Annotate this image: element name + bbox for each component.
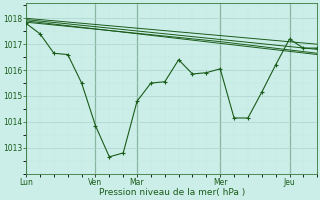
X-axis label: Pression niveau de la mer( hPa ): Pression niveau de la mer( hPa ) xyxy=(99,188,245,197)
